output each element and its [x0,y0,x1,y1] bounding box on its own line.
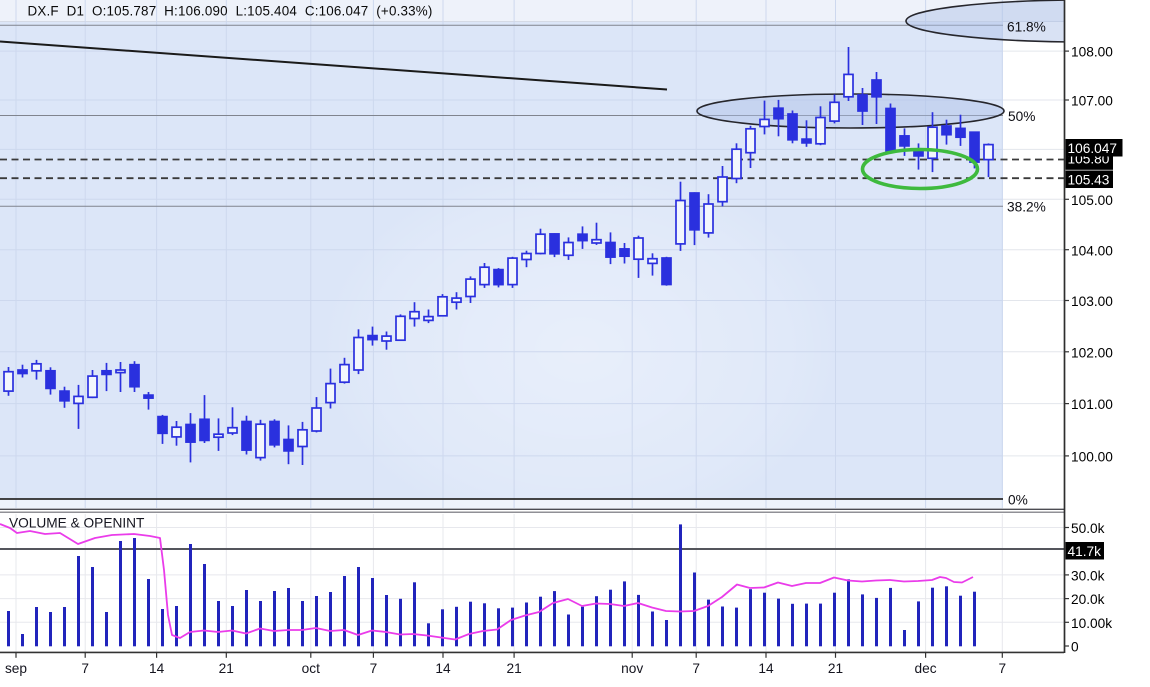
svg-text:100.00: 100.00 [1071,450,1113,465]
svg-text:30.0k: 30.0k [1071,569,1105,584]
svg-text:nov: nov [621,661,643,676]
svg-text:61.8%: 61.8% [1007,20,1046,35]
svg-text:DX.F D1 O:105.787 H:106.090: DX.F D1 O:105.787 H:106.090 L:105.404 C:… [28,4,433,19]
svg-text:50.0k: 50.0k [1071,521,1105,536]
svg-text:7: 7 [692,661,700,676]
svg-text:7: 7 [370,661,378,676]
svg-text:103.00: 103.00 [1071,294,1113,309]
svg-text:7: 7 [998,661,1006,676]
svg-text:14: 14 [435,661,451,676]
svg-text:38.2%: 38.2% [1007,200,1046,215]
svg-text:7: 7 [81,661,89,676]
svg-text:20.0k: 20.0k [1071,592,1105,607]
svg-text:0%: 0% [1008,493,1028,508]
svg-text:107.00: 107.00 [1071,94,1113,109]
svg-text:sep: sep [5,661,27,676]
svg-text:104.00: 104.00 [1071,243,1113,258]
svg-text:21: 21 [828,661,843,676]
svg-text:102.00: 102.00 [1071,345,1113,360]
svg-text:21: 21 [506,661,521,676]
svg-text:VOLUME & OPENINT: VOLUME & OPENINT [9,516,145,531]
svg-text:50%: 50% [1008,109,1035,124]
svg-text:14: 14 [758,661,774,676]
svg-text:106.047: 106.047 [1068,141,1117,156]
svg-text:101.00: 101.00 [1071,397,1113,412]
svg-text:105.43: 105.43 [1068,173,1110,188]
svg-text:10.00k: 10.00k [1071,616,1112,631]
svg-text:108.00: 108.00 [1071,45,1113,60]
svg-text:0: 0 [1071,640,1079,655]
svg-text:14: 14 [149,661,165,676]
svg-text:21: 21 [219,661,234,676]
svg-text:41.7k: 41.7k [1068,544,1102,559]
svg-text:oct: oct [302,661,320,676]
svg-text:105.00: 105.00 [1071,193,1113,208]
svg-text:dec: dec [915,661,937,676]
